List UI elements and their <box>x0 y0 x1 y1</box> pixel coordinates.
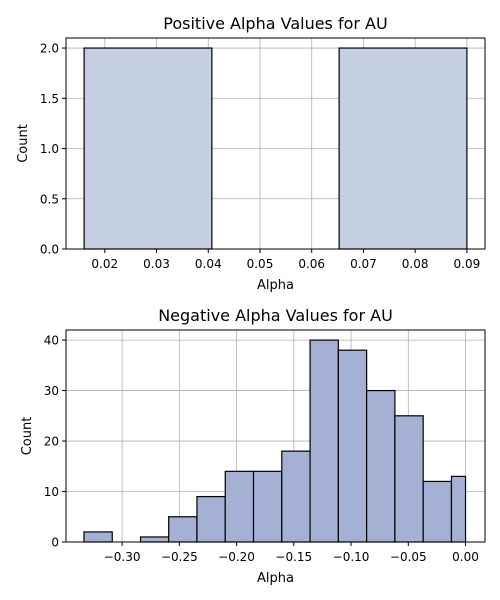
histogram-bar <box>394 415 424 543</box>
x-tick-label: 0.03 <box>143 257 170 271</box>
y-tick-label: 0.5 <box>40 192 59 206</box>
x-tick-label: 0.00 <box>452 550 479 564</box>
ticks: −0.30 −0.25 −0.20 −0.15 −0.10 −0.05 0.00 0 10 20 3… <box>44 334 479 564</box>
x-tick-label: 0.05 <box>247 257 274 271</box>
y-tick-label: 1.0 <box>40 142 59 156</box>
histogram-bar <box>83 47 213 250</box>
histogram-bar <box>224 470 255 543</box>
y-tick-label: 10 <box>44 485 59 499</box>
histogram-bar <box>168 516 198 543</box>
x-tick-label: −0.30 <box>104 550 141 564</box>
chart-title: Negative Alpha Values for AU <box>158 306 393 325</box>
y-tick-label: 2.0 <box>40 42 59 56</box>
x-axis-label: Alpha <box>257 571 294 586</box>
histogram-bar <box>139 536 170 543</box>
positive-alpha-histogram-panel: Positive Alpha Values for AU 0.02 0.03 0.0… <box>16 14 486 293</box>
x-axis-label: Alpha <box>257 278 294 293</box>
x-tick-label: 0.07 <box>350 257 377 271</box>
x-tick-label: 0.06 <box>298 257 325 271</box>
chart-title: Positive Alpha Values for AU <box>163 14 387 33</box>
x-tick-label: −0.25 <box>161 550 198 564</box>
y-axis-label: Count <box>16 124 31 163</box>
y-tick-label: 0 <box>51 536 59 550</box>
plot-area-frame <box>65 37 486 250</box>
x-tick-label: 0.02 <box>91 257 118 271</box>
y-tick-label: 1.5 <box>40 92 59 106</box>
x-tick-label: −0.10 <box>333 550 370 564</box>
x-tick-label: −0.05 <box>390 550 427 564</box>
y-axis-label: Count <box>20 417 35 456</box>
bars <box>83 47 468 250</box>
histogram-bar <box>281 450 311 543</box>
y-tick-label: 40 <box>44 334 59 348</box>
histogram-bar <box>337 349 368 543</box>
x-tick-label: 0.09 <box>454 257 481 271</box>
histogram-bar <box>83 531 113 543</box>
ticks: 0.02 0.03 0.04 0.05 0.06 0.07 0.08 0.09 0.0 0.5 1.… <box>40 42 480 271</box>
x-tick-label: 0.04 <box>195 257 222 271</box>
x-tick-label: −0.15 <box>275 550 312 564</box>
y-tick-label: 0.0 <box>40 243 59 257</box>
histogram-bar <box>366 389 396 543</box>
x-tick-label: −0.20 <box>218 550 255 564</box>
histogram-bar <box>252 470 283 543</box>
y-tick-label: 30 <box>44 384 59 398</box>
x-tick-label: 0.08 <box>402 257 429 271</box>
histogram-bar <box>309 339 339 543</box>
histogram-bar <box>338 47 468 250</box>
histogram-bar <box>196 495 226 543</box>
y-tick-label: 20 <box>44 435 59 449</box>
histogram-bar <box>422 480 453 543</box>
negative-alpha-histogram-panel: Negative Alpha Values for AU −0.30 −0.25−… <box>20 306 486 586</box>
plot-area-frame <box>65 329 486 543</box>
histogram-bar <box>450 475 467 543</box>
